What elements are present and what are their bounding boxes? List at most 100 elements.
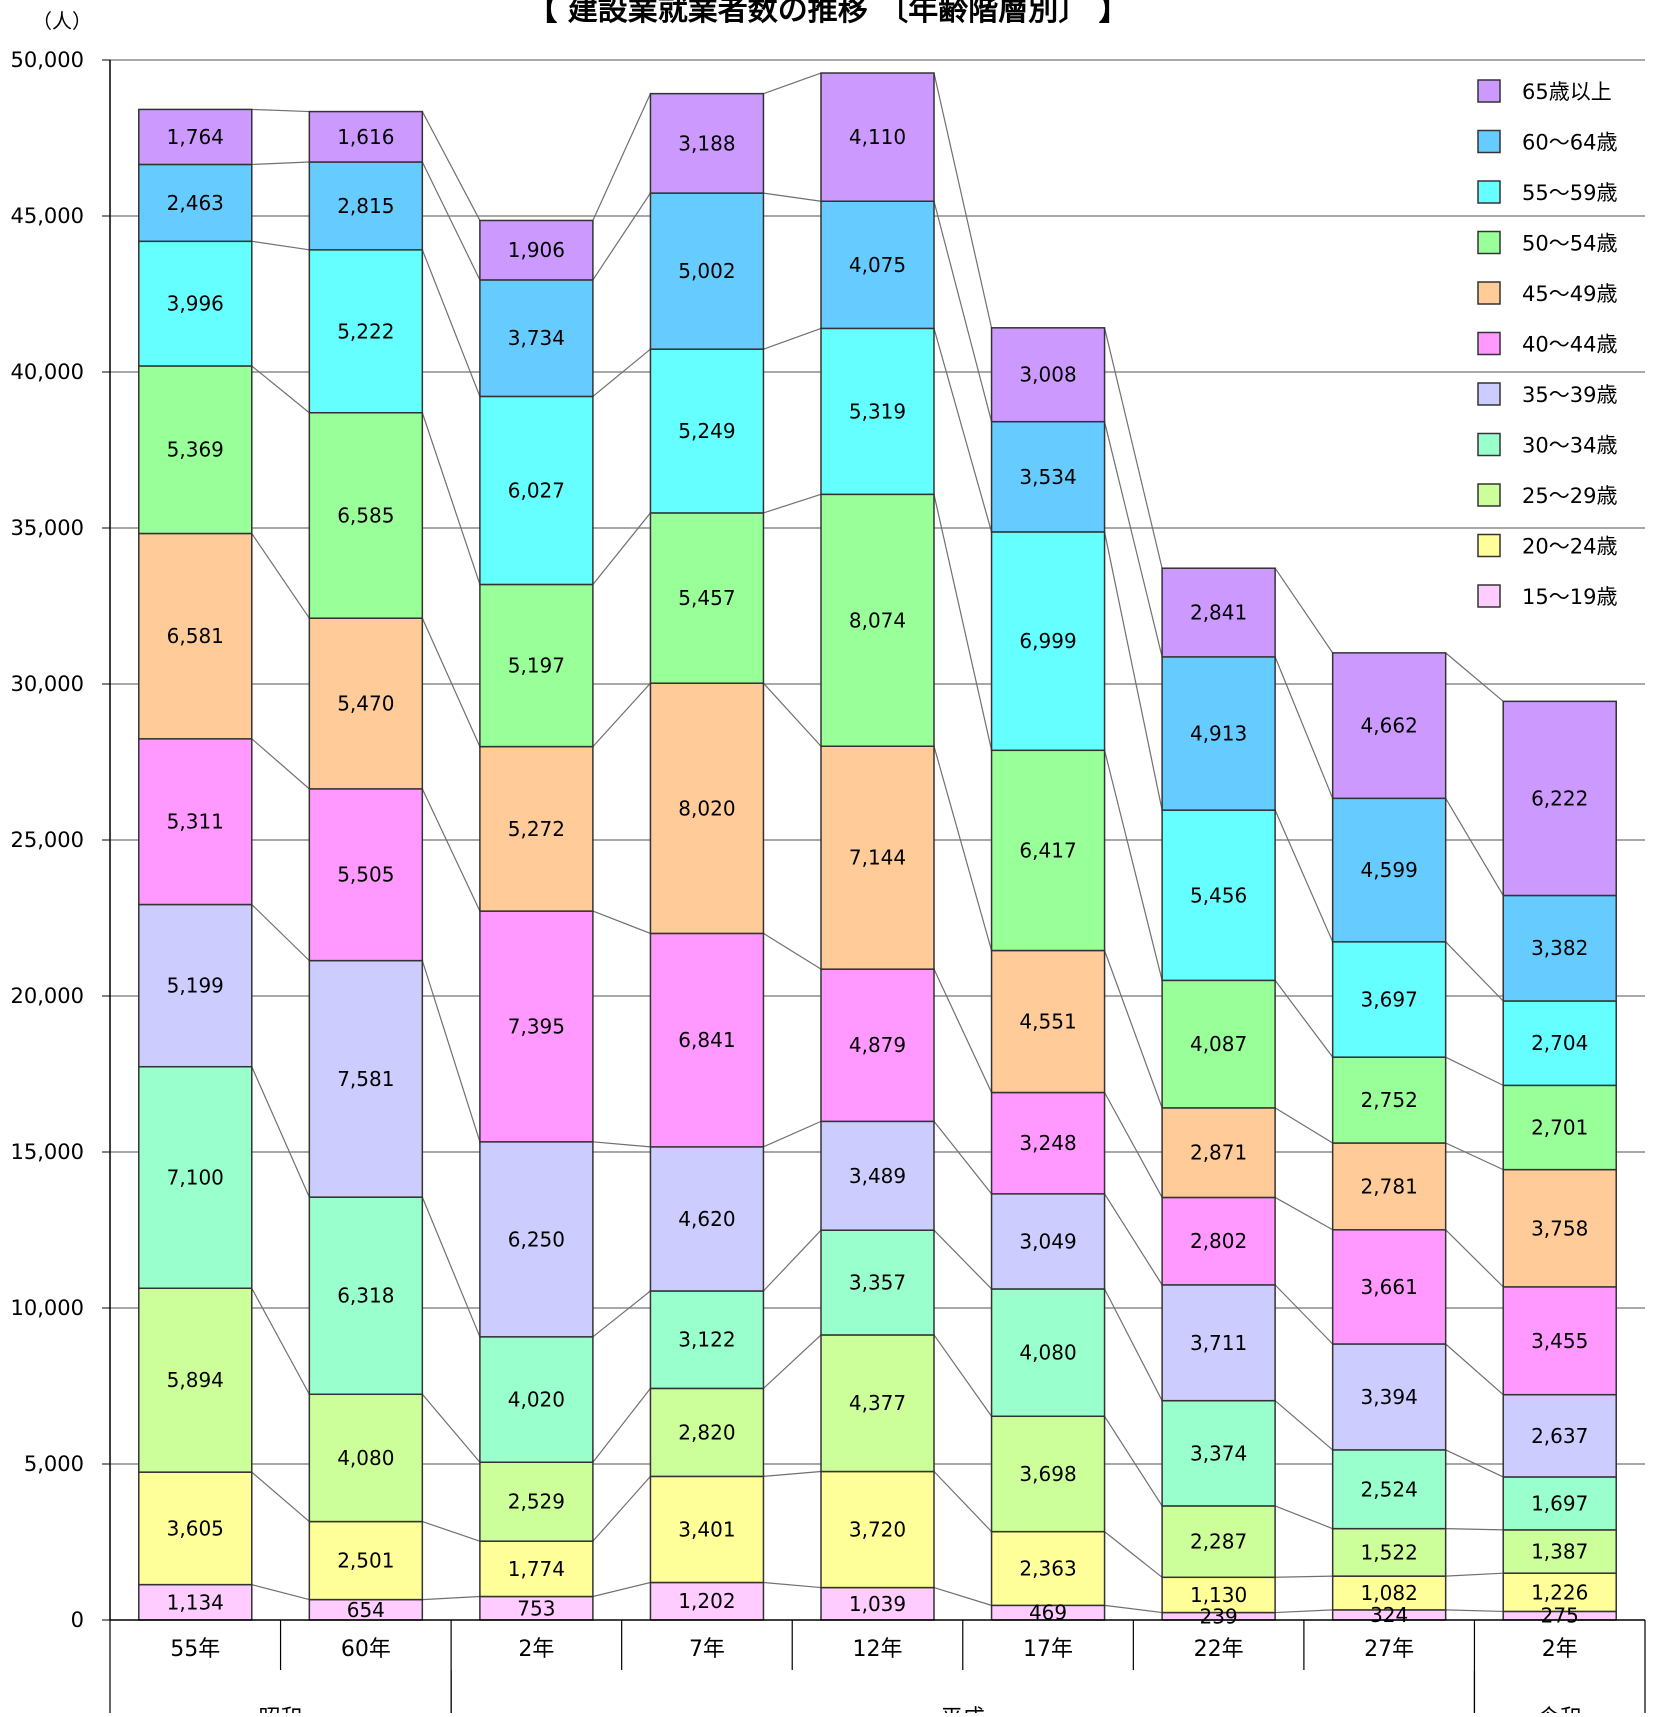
bar-segment [1502,1393,1617,1478]
data-label: 1,387 [1531,1540,1588,1564]
connector-line [1104,1531,1163,1578]
connector-line [1445,1528,1504,1531]
connector-line [1103,421,1163,657]
connector-line [1104,1604,1163,1614]
bar-segment [820,327,935,496]
data-label: 239 [1200,1604,1238,1628]
data-label: 6,027 [508,478,565,502]
bar-segment [1331,652,1447,800]
bar-segment [1161,1196,1276,1286]
bar-segment [649,682,765,935]
connector-line [1445,941,1504,1002]
connector-line [251,1287,310,1395]
data-label: 3,698 [1019,1462,1076,1486]
data-label: 4,110 [849,125,906,149]
legend-swatch [1477,483,1501,507]
bar-segment [649,1146,765,1292]
data-label: 7,581 [337,1067,394,1091]
data-label: 2,752 [1361,1088,1418,1112]
data-label: 4,080 [1019,1341,1076,1365]
connector-line [1274,1400,1334,1451]
data-label: 3,711 [1190,1331,1247,1355]
connector-line [1274,567,1334,654]
connector-line [251,1066,310,1198]
data-label: 3,720 [849,1518,906,1542]
data-label: 5,470 [337,692,394,716]
data-label: 1,039 [849,1592,906,1616]
y-tick-label: 5,000 [24,1452,84,1476]
connector-line [251,1471,310,1523]
data-label: 6,581 [167,624,224,648]
connector-lines [251,72,1504,1614]
data-label: 2,501 [337,1549,394,1573]
connector-line [933,746,993,951]
era-label: 令和 [1538,1706,1582,1713]
connector-line [933,1120,993,1195]
connector-line [1103,750,1163,981]
data-label: 5,002 [678,259,735,283]
legend-swatch [1477,331,1501,356]
connector-line [933,1229,992,1290]
connector-line [421,1393,481,1463]
legend-label: 45～49歳 [1522,282,1617,306]
connector-line [251,533,310,619]
bar-segment [820,1229,935,1336]
data-label: 6,417 [1019,838,1076,862]
data-label: 8,020 [678,796,735,820]
data-label: 3,401 [678,1517,735,1541]
connector-line [933,494,993,751]
data-label: 1,130 [1190,1583,1247,1607]
connector-line [933,328,993,533]
data-label: 2,524 [1361,1477,1418,1501]
bar-segment [479,1336,594,1464]
bar-segment [1331,1527,1447,1577]
legend-swatch [1477,180,1501,204]
data-label: 4,662 [1361,714,1418,738]
bar-segment [479,395,594,586]
data-label: 4,377 [849,1391,906,1415]
connector-line [592,1141,651,1148]
connector-line [1104,1092,1163,1198]
connector-line [592,682,651,748]
data-label: 3,122 [678,1328,735,1352]
data-label: 7,100 [167,1165,224,1189]
data-label: 3,394 [1361,1385,1418,1409]
data-label: 3,049 [1019,1229,1076,1253]
connector-line [592,1290,651,1338]
bar-segment [1502,1476,1617,1531]
data-label: 3,382 [1531,936,1588,960]
connector-line [763,493,822,514]
data-label: 6,999 [1019,629,1076,653]
data-label: 1,774 [508,1557,565,1581]
legend-swatch [1477,533,1501,558]
bar-segment [479,910,594,1143]
legend-label: 60～64歳 [1522,131,1617,155]
data-label: 753 [517,1596,555,1620]
bar-segment [1331,1343,1447,1451]
x-tick-label: 12年 [853,1637,903,1662]
legend-swatch [1477,79,1501,103]
data-label: 5,457 [678,586,735,610]
connector-line [421,161,481,281]
bar-segment [1161,1399,1276,1507]
bar-segment [1161,1576,1276,1614]
axes: 0 5,000 10,000 15,000 20,000 25,000 30,000 35,0… [11,48,1646,1717]
connector-line [1104,1288,1163,1401]
bar-segment [1161,567,1276,658]
connector-line [592,1388,651,1463]
bar-segment [820,1120,935,1231]
bar-segment [138,365,253,535]
bar-segment [820,200,935,330]
connector-line [251,161,310,166]
legend-swatch [1477,281,1501,305]
bar-segment [649,1581,765,1621]
data-label: 7,144 [849,846,906,870]
y-tick-label: 10,000 [11,1296,84,1320]
bar-segment [308,411,424,619]
x-tick-label: 60年 [341,1637,391,1662]
legend-label: 40～44歳 [1522,333,1617,357]
connector-line [763,1120,822,1148]
legend-label: 25～29歳 [1522,484,1617,508]
connector-line [1445,1343,1504,1396]
data-label: 3,188 [678,131,735,155]
